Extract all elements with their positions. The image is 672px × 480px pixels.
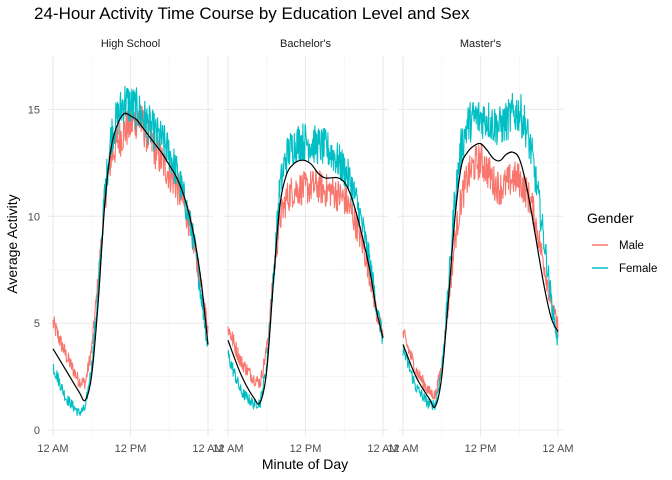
series-line-female — [227, 123, 384, 410]
x-tick-label: 12 AM — [542, 443, 573, 455]
series-line-male — [227, 169, 384, 389]
series-line-female — [402, 92, 559, 410]
y-axis-title: Average Activity — [4, 194, 20, 293]
chart-title: 24-Hour Activity Time Course by Educatio… — [34, 4, 470, 23]
facet-panels: High School 12 AM 12 PM 12 AM Bachelor's 12 A… — [28, 38, 574, 455]
y-tick-label: 15 — [28, 104, 40, 116]
x-tick-label: 12 AM — [192, 443, 223, 455]
legend-title: Gender — [587, 210, 634, 226]
series-line-male — [402, 144, 559, 400]
y-tick-label: 5 — [34, 318, 40, 330]
smooth-curve — [402, 142, 559, 408]
legend: Gender Male Female — [587, 210, 657, 275]
x-tick-label: 12 AM — [212, 443, 243, 455]
series-line-female — [52, 85, 209, 417]
legend-label-female: Female — [619, 263, 657, 275]
facet-strip-label: Master's — [460, 38, 502, 50]
y-tick-label: 10 — [28, 211, 40, 223]
x-tick-label: 12 PM — [290, 443, 322, 455]
facet-panel-2: Master's 12 AM 12 PM 12 AM — [387, 38, 573, 455]
legend-label-male: Male — [619, 240, 644, 252]
smooth-curve — [52, 112, 209, 402]
smooth-curve — [227, 159, 384, 405]
x-tick-label: 12 PM — [115, 443, 147, 455]
facet-strip-label: Bachelor's — [280, 38, 332, 50]
x-axis-title: Minute of Day — [262, 456, 348, 472]
facet-strip-label: High School — [101, 38, 160, 50]
x-tick-label: 12 AM — [387, 443, 418, 455]
x-tick-label: 12 AM — [37, 443, 68, 455]
facet-panel-1: Bachelor's 12 AM 12 PM 12 AM — [212, 38, 398, 455]
facet-panel-0: High School 12 AM 12 PM 12 AM — [37, 38, 223, 455]
y-tick-label: 0 — [34, 425, 40, 437]
x-tick-label: 12 PM — [465, 443, 497, 455]
x-tick-label: 12 AM — [367, 443, 398, 455]
